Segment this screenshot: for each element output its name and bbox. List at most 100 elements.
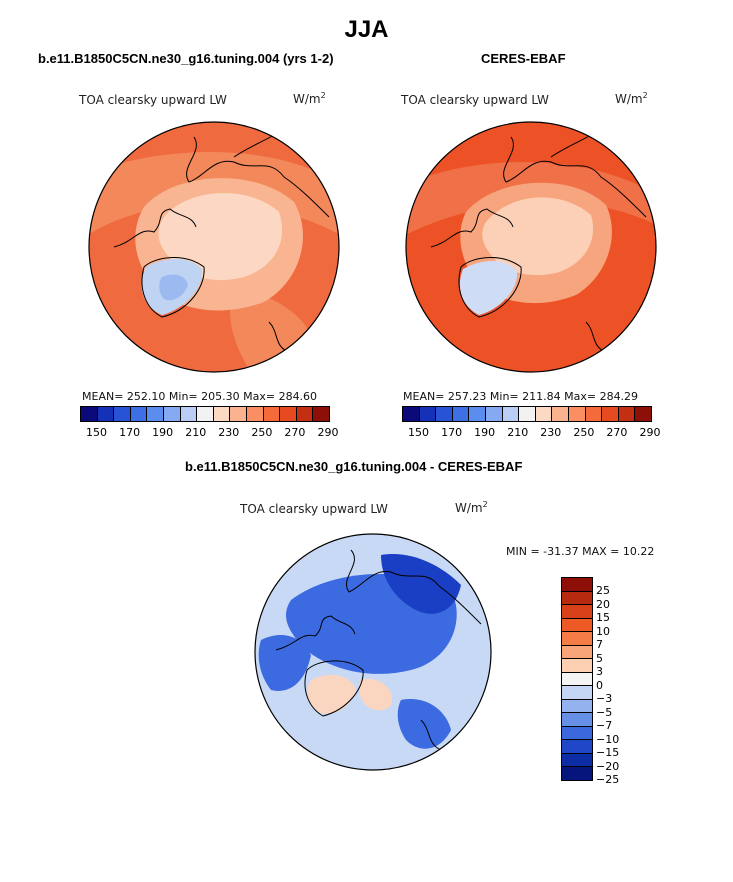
colorbar-swatch bbox=[562, 672, 592, 686]
colorbar-swatch bbox=[635, 407, 651, 421]
diff-deep-siberia bbox=[381, 554, 461, 614]
colorbar-swatch bbox=[403, 407, 420, 421]
colorbar-swatch bbox=[485, 407, 503, 421]
diff-stats: MIN = -31.37 MAX = 10.22 bbox=[506, 545, 655, 558]
model-panel-title: b.e11.B1850C5CN.ne30_g16.tuning.004 (yrs… bbox=[38, 51, 334, 66]
colorbar-swatch bbox=[263, 407, 281, 421]
colorbar-swatch bbox=[562, 699, 592, 713]
obs-pale-region bbox=[482, 197, 594, 276]
colorbar-tick-label: 250 bbox=[573, 426, 595, 439]
colorbar-swatch bbox=[562, 753, 592, 767]
colorbar-swatch bbox=[562, 767, 592, 780]
obs-stats: MEAN= 257.23 Min= 211.84 Max= 284.29 bbox=[403, 390, 639, 403]
colorbar-swatch bbox=[519, 407, 536, 421]
colorbar-swatch bbox=[419, 407, 437, 421]
colorbar-tick-label: 210 bbox=[507, 426, 529, 439]
colorbar-swatch bbox=[562, 591, 592, 605]
colorbar-tick-label: 230 bbox=[218, 426, 240, 439]
colorbar-tick-label: 270 bbox=[284, 426, 306, 439]
colorbar-swatch bbox=[436, 407, 453, 421]
colorbar-swatch bbox=[562, 726, 592, 740]
colorbar-swatch bbox=[114, 407, 131, 421]
diff-pale-greenland bbox=[307, 674, 356, 714]
colorbar-swatch bbox=[469, 407, 486, 421]
model-colorbar bbox=[80, 406, 330, 422]
colorbar-tick-label: 210 bbox=[185, 426, 207, 439]
colorbar-swatch bbox=[562, 605, 592, 619]
diff-pale-atlantic bbox=[358, 679, 392, 711]
colorbar-tick-label: 190 bbox=[474, 426, 496, 439]
colorbar-tick-label: 25 bbox=[596, 584, 610, 597]
colorbar-swatch bbox=[163, 407, 181, 421]
colorbar-tick-label: 250 bbox=[251, 426, 273, 439]
colorbar-swatch bbox=[180, 407, 198, 421]
colorbar-swatch bbox=[97, 407, 115, 421]
obs-variable-label: TOA clearsky upward LW bbox=[401, 93, 549, 107]
diff-coast-canada bbox=[275, 615, 356, 651]
obs-colorbar-labels: 150 170 190 210 230 250 270 290 bbox=[402, 426, 660, 440]
model-polar-map bbox=[88, 121, 340, 373]
model-coast-canada bbox=[113, 208, 197, 248]
obs-units-label: W/m2 bbox=[615, 91, 648, 106]
obs-coast-eurasia bbox=[503, 136, 647, 218]
colorbar-swatch bbox=[562, 618, 592, 632]
obs-polar-map bbox=[405, 121, 657, 373]
colorbar-tick-label: −20 bbox=[596, 759, 620, 773]
colorbar-swatch bbox=[502, 407, 520, 421]
colorbar-swatch bbox=[213, 407, 231, 421]
obs-coast-canada bbox=[430, 208, 514, 248]
colorbar-tick-label: 190 bbox=[152, 426, 174, 439]
colorbar-tick-label: 170 bbox=[441, 426, 463, 439]
colorbar-tick-label: 150 bbox=[408, 426, 430, 439]
colorbar-tick-label: −3 bbox=[596, 692, 613, 705]
colorbar-tick-label: 20 bbox=[596, 597, 610, 611]
colorbar-swatch bbox=[562, 632, 592, 646]
diff-colorbar bbox=[561, 577, 593, 781]
colorbar-swatch bbox=[130, 407, 148, 421]
colorbar-swatch bbox=[562, 713, 592, 727]
diff-blue-canada bbox=[258, 635, 311, 691]
colorbar-tick-label: −25 bbox=[596, 773, 620, 786]
colorbar-swatch bbox=[562, 740, 592, 754]
obs-panel-title: CERES-EBAF bbox=[481, 51, 566, 66]
model-stats: MEAN= 252.10 Min= 205.30 Max= 284.60 bbox=[82, 390, 318, 403]
colorbar-tick-label: 170 bbox=[119, 426, 141, 439]
colorbar-swatch bbox=[562, 578, 592, 592]
colorbar-swatch bbox=[562, 645, 592, 659]
diff-colorbar-labels: 25 20 15 10 7 5 3 0 −3 −5 −7 −10 −15 −20 −25 bbox=[596, 577, 636, 786]
colorbar-swatch bbox=[535, 407, 553, 421]
model-coast-greenland bbox=[141, 257, 205, 318]
model-greenland-core bbox=[159, 274, 188, 301]
obs-coast-alaska bbox=[550, 134, 592, 158]
colorbar-tick-label: 150 bbox=[86, 426, 108, 439]
colorbar-swatch bbox=[562, 686, 592, 700]
colorbar-tick-label: −15 bbox=[596, 746, 620, 759]
diff-panel-title: b.e11.B1850C5CN.ne30_g16.tuning.004 - CE… bbox=[185, 459, 523, 474]
colorbar-tick-label: 290 bbox=[639, 426, 661, 439]
model-coast-eurasia bbox=[186, 136, 330, 218]
colorbar-swatch bbox=[246, 407, 264, 421]
colorbar-tick-label: 0 bbox=[596, 678, 603, 692]
colorbar-tick-label: 270 bbox=[606, 426, 628, 439]
colorbar-swatch bbox=[585, 407, 603, 421]
obs-greenland-ice bbox=[459, 261, 518, 315]
model-coast-alaska bbox=[233, 134, 275, 158]
colorbar-swatch bbox=[81, 407, 98, 421]
model-pale-region bbox=[158, 193, 283, 281]
colorbar-swatch bbox=[452, 407, 470, 421]
colorbar-tick-label: −10 bbox=[596, 732, 620, 746]
colorbar-swatch bbox=[147, 407, 164, 421]
model-units-label: W/m2 bbox=[293, 91, 326, 106]
colorbar-tick-label: −7 bbox=[596, 719, 613, 732]
colorbar-tick-label: 3 bbox=[596, 665, 603, 678]
colorbar-tick-label: 7 bbox=[596, 638, 603, 651]
figure-season-title: JJA bbox=[344, 16, 389, 43]
diff-units-label: W/m2 bbox=[455, 500, 488, 515]
colorbar-swatch bbox=[602, 407, 619, 421]
model-colorbar-labels: 150 170 190 210 230 250 270 290 bbox=[80, 426, 338, 440]
diff-polar-map bbox=[254, 533, 492, 771]
diff-variable-label: TOA clearsky upward LW bbox=[240, 502, 388, 516]
colorbar-tick-label: 15 bbox=[596, 611, 610, 624]
colorbar-swatch bbox=[313, 407, 329, 421]
colorbar-swatch bbox=[562, 659, 592, 673]
